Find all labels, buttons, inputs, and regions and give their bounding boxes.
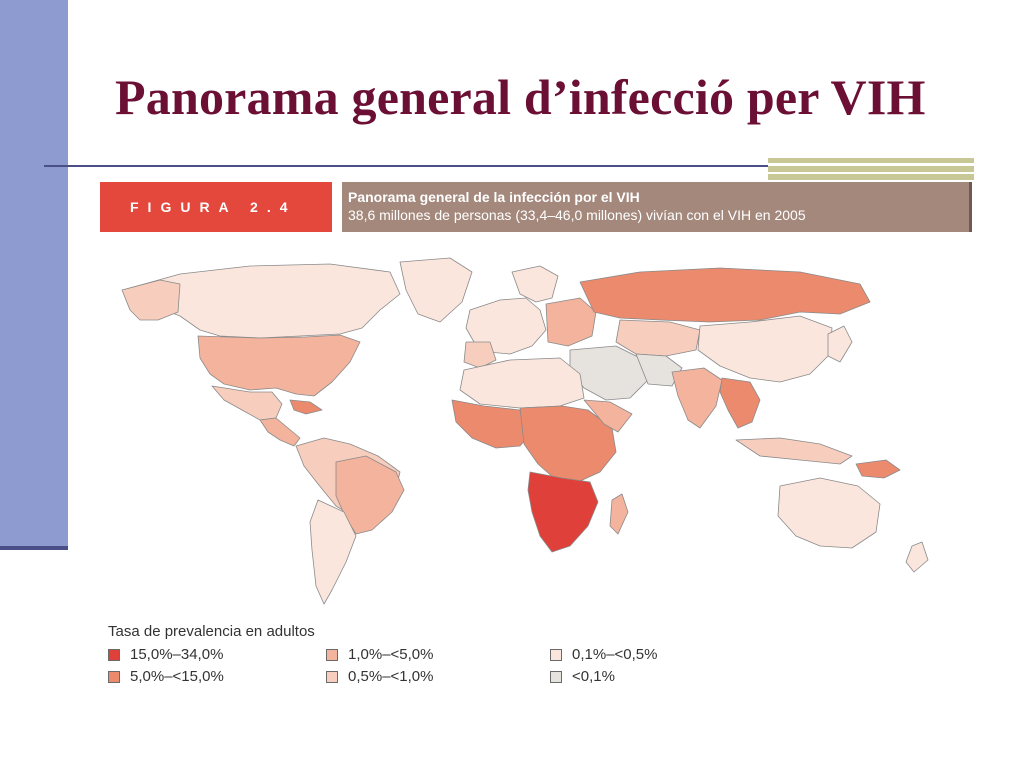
legend-item: 15,0%–34,0% <box>108 646 223 663</box>
region-china-mongolia <box>697 315 833 383</box>
legend-label: 1,0%–<5,0% <box>348 646 434 663</box>
region-mexico <box>211 385 283 421</box>
world-map <box>100 250 972 620</box>
region-scandinavia <box>511 265 559 303</box>
legend-swatch <box>326 648 338 661</box>
legend-label: <0,1% <box>572 668 615 685</box>
slide-side-bar-edge <box>0 546 68 550</box>
region-west-africa <box>451 399 533 449</box>
figure-label: FIGURA 2.4 <box>100 182 332 232</box>
region-eastern-europe <box>545 297 597 347</box>
title-rule <box>44 165 774 167</box>
legend-swatch <box>550 648 562 661</box>
region-southern-africa <box>527 471 599 553</box>
region-greenland <box>399 257 473 323</box>
legend-item: 0,1%–<0,5% <box>550 646 657 663</box>
legend-swatch <box>326 670 338 683</box>
legend-item: 5,0%–<15,0% <box>108 668 224 685</box>
region-india <box>671 367 723 429</box>
region-central-east-africa <box>519 405 617 483</box>
legend-label: 5,0%–<15,0% <box>130 668 224 685</box>
region-japan-korea <box>827 325 853 363</box>
region-southeast-asia <box>719 377 761 429</box>
region-alaska <box>121 279 181 321</box>
region-east-africa-horn <box>583 399 633 433</box>
region-usa <box>197 334 361 397</box>
figure-caption-subtitle: 38,6 millones de personas (33,4–46,0 mil… <box>348 207 806 223</box>
legend-item: <0,1% <box>550 668 615 685</box>
legend-swatch <box>108 670 120 683</box>
region-new-zealand <box>905 541 929 573</box>
legend-title: Tasa de prevalencia en adultos <box>108 623 315 640</box>
legend-label: 0,5%–<1,0% <box>348 668 434 685</box>
region-western-europe <box>465 297 547 355</box>
accent-bar <box>768 158 974 180</box>
region-central-asia <box>615 319 701 357</box>
region-iberia <box>463 341 497 369</box>
legend-label: 0,1%–<0,5% <box>572 646 658 663</box>
slide-title: Panorama general d’infecció per VIH <box>115 69 926 125</box>
region-australia <box>777 477 881 549</box>
region-north-africa <box>459 357 585 409</box>
world-map-svg <box>121 257 929 605</box>
legend-swatch <box>108 648 120 661</box>
region-south-america-south <box>309 499 357 605</box>
region-papua <box>855 459 901 479</box>
region-brazil <box>335 455 405 535</box>
region-indonesia <box>735 437 853 465</box>
region-central-america <box>259 417 301 447</box>
figure-caption: Panorama general de la infección por el … <box>342 182 972 232</box>
figure-header: FIGURA 2.4 Panorama general de la infecc… <box>100 182 972 232</box>
map-legend: Tasa de prevalencia en adultos 15,0%–34,… <box>104 622 764 692</box>
region-caribbean <box>289 399 323 415</box>
slide-side-bar <box>0 0 68 546</box>
legend-item: 1,0%–<5,0% <box>326 646 433 663</box>
legend-swatch <box>550 670 562 683</box>
figure-header-gap <box>332 182 342 232</box>
region-russia <box>579 267 871 323</box>
legend-item: 0,5%–<1,0% <box>326 668 433 685</box>
legend-label: 15,0%–34,0% <box>130 646 224 663</box>
figure-caption-title: Panorama general de la infección por el … <box>348 189 640 205</box>
region-madagascar <box>609 493 629 535</box>
